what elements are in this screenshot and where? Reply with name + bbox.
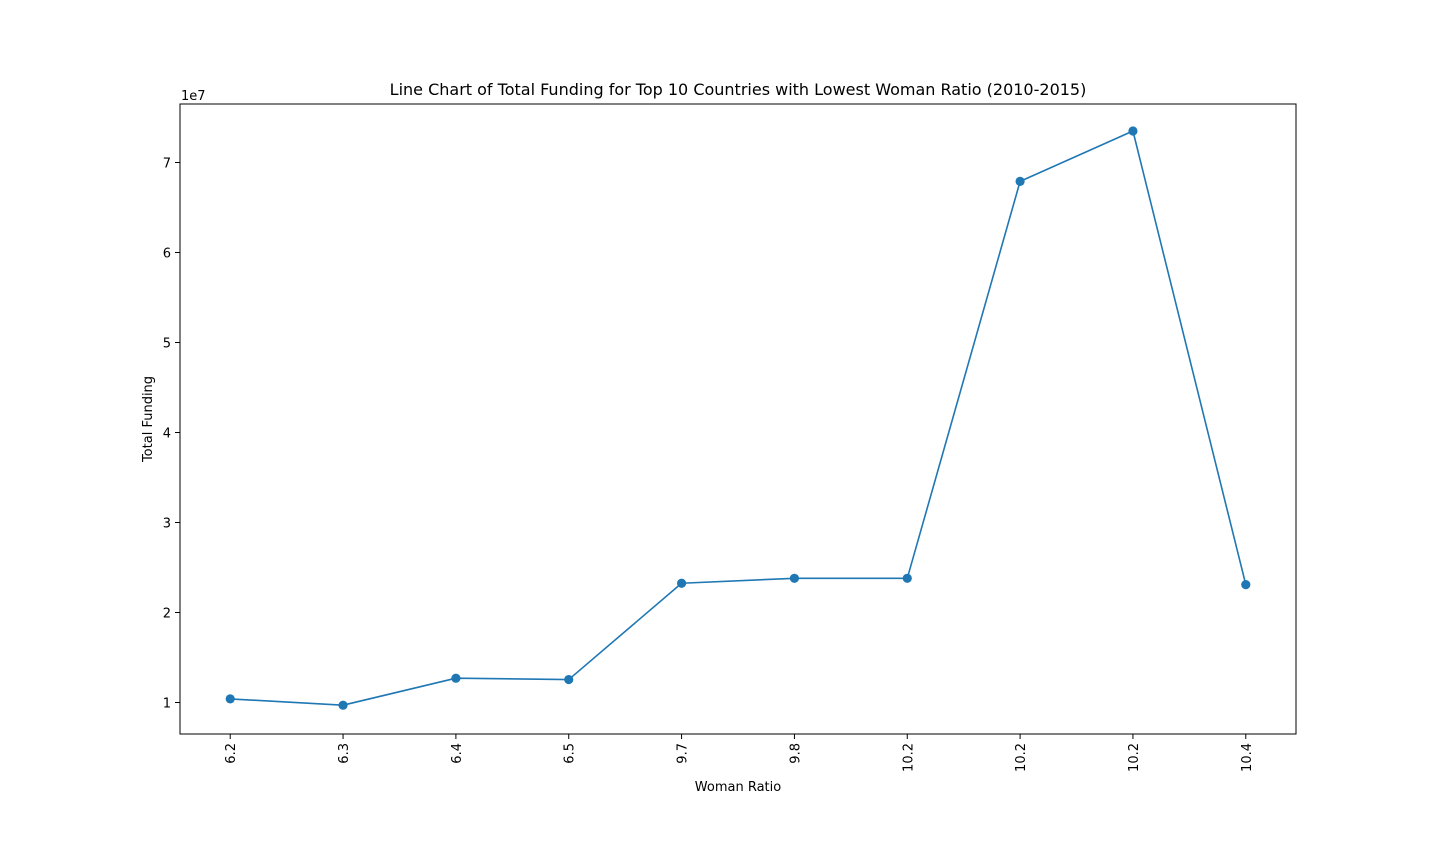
x-tick-label: 10.2 [901,743,916,772]
x-tick-label: 6.3 [337,743,352,764]
y-axis: 1 2 3 4 5 6 7 [163,157,180,712]
x-tick-label: 6.2 [224,743,239,764]
data-point [564,674,574,685]
x-tick-label: 10.2 [1014,743,1029,772]
data-point [789,573,800,583]
data-point [338,700,348,710]
y-tick-label: 7 [163,157,171,172]
x-axis: 6.2 6.3 6.4 6.5 9.7 9.8 10.2 10.2 10.2 10.4 [224,734,1255,772]
data-point [676,578,687,588]
x-tick-label: 6.5 [563,743,578,764]
data-point [1015,176,1025,186]
y-tick-label: 2 [163,607,171,622]
data-point [225,694,235,704]
y-axis-label: Total Funding [141,376,156,463]
x-tick-label: 10.2 [1127,743,1142,772]
y-tick-label: 4 [163,427,171,442]
x-tick-label: 10.4 [1240,743,1255,772]
plot-area [225,126,1251,710]
x-tick-label: 9.8 [788,743,803,764]
x-tick-label: 6.4 [450,743,465,764]
y-tick-label: 1 [163,697,171,712]
x-axis-label: Woman Ratio [695,780,781,795]
y-tick-label: 5 [163,337,171,352]
y-tick-label: 3 [163,517,171,532]
data-point [451,673,461,683]
plot-frame [179,103,1297,735]
x-tick-label: 9.7 [676,743,691,764]
data-point [902,573,912,583]
chart-title: Line Chart of Total Funding for Top 10 C… [390,80,1087,99]
y-tick-label: 6 [163,247,171,262]
y-axis-offset-label: 1e7 [181,89,206,104]
series-line [230,130,1247,707]
data-point [1128,126,1138,136]
data-point [1241,580,1251,590]
